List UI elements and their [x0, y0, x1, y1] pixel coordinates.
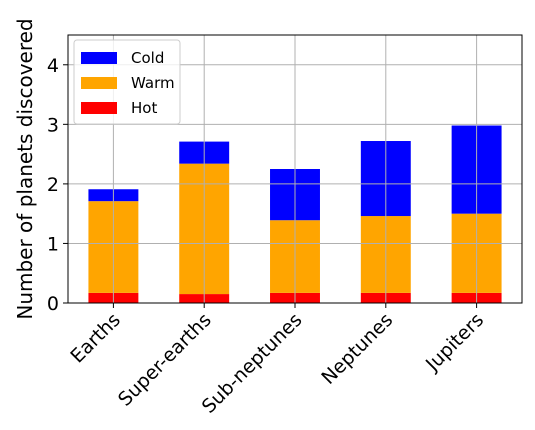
legend-label-warm: Warm: [131, 74, 175, 92]
legend: Cold Warm Hot: [73, 39, 181, 125]
legend-swatch-cold: [81, 52, 117, 64]
legend-label-hot: Hot: [131, 99, 157, 117]
y-tick-labels: 0 1 2 3 4: [47, 55, 59, 315]
y-axis-label: Number of planets discovered: [13, 18, 37, 319]
y-tick-label: 3: [47, 114, 59, 136]
y-tick-label: 1: [47, 233, 59, 255]
axes: [63, 34, 523, 308]
legend-swatch-warm: [81, 77, 117, 89]
legend-label-cold: Cold: [131, 49, 164, 67]
legend-swatch-hot: [81, 102, 117, 114]
y-tick-label: 2: [47, 174, 59, 196]
y-tick-label: 0: [47, 293, 59, 315]
y-tick-label: 4: [47, 55, 59, 77]
